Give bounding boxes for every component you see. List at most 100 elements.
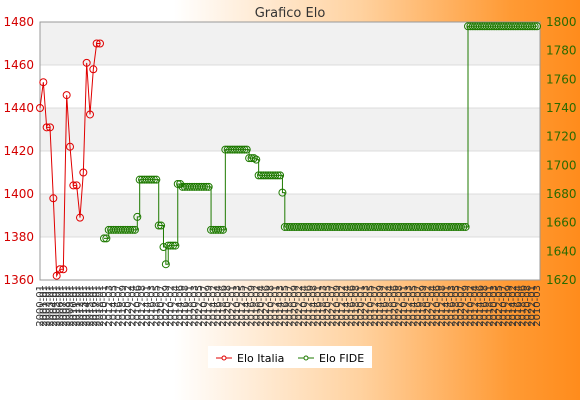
y-right-tick-label: 1620 [546,273,577,287]
data-point-elo-fide [276,171,285,180]
data-point-elo-fide [249,154,258,163]
x-tick-label: 2018-08 [351,285,362,327]
x-tick-label: 2018-01 [95,285,106,327]
legend-dot-elo-italia [221,355,227,361]
x-tick-label: 2016-01 [313,285,324,327]
data-point-elo-fide [130,225,139,234]
data-point-elo-fide [240,145,249,154]
x-tick-label: 2014-01 [82,285,93,327]
x-tick-label: 2016-03 [147,285,158,327]
data-point-elo-fide [252,155,261,164]
plot-border [39,21,541,281]
data-point-elo-fide [273,171,282,180]
chart-title: Grafico Elo [255,6,326,21]
x-tick-label: 2014-09 [375,285,386,327]
data-point-elo-italia [86,110,94,119]
x-tick-label: 2012-08 [137,285,148,327]
x-tick-label: 2004-01 [48,285,59,327]
y-right-tick-label: 1640 [546,244,577,258]
data-point-elo-fide [214,225,223,234]
x-tick-label: 2022-09 [161,285,172,327]
data-point-elo-fide [149,175,158,184]
x-tick-label: 2012-06 [304,285,315,327]
x-tick-label: 2008-01 [62,285,73,327]
x-tick-label: 2010-03 [232,285,243,327]
data-point-elo-italia [66,142,74,151]
data-point-elo-fide [461,222,470,231]
data-point-elo-fide [171,241,180,250]
x-tick-label: 2010-07 [499,285,510,327]
x-tick-label: 2018-01 [484,285,495,327]
data-point-elo-fide [216,225,225,234]
legend-label-elo-italia: Elo Italia [237,352,284,365]
y-left-tick-label: 1480 [3,15,34,29]
x-tick-label: 2014-01 [442,285,453,327]
x-tick-label: 2014-08 [308,285,319,327]
x-tick-label: 2016-05 [280,285,291,327]
x-tick-label: 2022-04 [128,285,139,327]
x-tick-label: 2012-04 [170,285,181,327]
x-tick-label: 2020-01 [356,285,367,327]
x-tick-label: 2020-07 [156,285,167,327]
x-tick-label: 2010-02 [465,285,476,327]
x-tick-label: 2014-05 [109,285,120,327]
data-point-elo-fide [247,154,256,163]
x-tick-label: 2016-07 [113,285,124,327]
x-tick-label: 2016-09 [247,285,258,327]
data-point-elo-fide [126,225,135,234]
data-point-elo-fide [102,234,111,243]
y-left-tick-label: 1460 [3,58,34,72]
x-tick-label: 2022-05 [494,285,505,327]
x-tick-label: 2022-08 [394,285,405,327]
x-tick-label: 2014-07 [242,285,253,327]
x-tick-label: 2022-04 [427,285,438,327]
data-point-elo-italia [56,265,64,274]
x-tick-label: 2016-02 [380,285,391,327]
x-tick-label: 2022-03 [361,285,372,327]
x-tick-label: 2020-09 [289,285,300,327]
data-point-elo-fide [204,182,213,191]
x-tick-label: 2010-08 [266,285,277,327]
data-point-elo-fide [166,241,175,250]
x-tick-label: 2014-06 [475,285,486,327]
x-tick-label: 2000-01 [35,285,46,327]
x-tick-label: 2010-06 [432,285,443,327]
y-right-tick-label: 1740 [546,101,577,115]
data-point-elo-italia [89,65,98,74]
x-tick-label: 2010-01 [399,285,410,327]
data-point-elo-fide [202,182,211,191]
x-tick-label: 2014-01 [142,285,153,327]
data-point-elo-fide [533,22,541,31]
data-point-elo-italia [49,194,58,203]
data-point-elo-italia [96,39,104,48]
x-tick-label: 2017-01 [92,285,103,327]
x-tick-label: 2012-05 [237,285,248,327]
x-tick-label: 2010-04 [299,285,310,327]
x-tick-label: 2018-04 [384,285,395,327]
plot-band [40,22,540,65]
x-tick-label: 2006-01 [55,285,66,327]
x-tick-label: 2022-02 [294,285,305,327]
data-point-elo-fide [528,22,537,31]
data-point-elo-italia [69,181,78,190]
data-point-elo-italia [72,181,81,190]
x-tick-label: 2014-02 [208,285,219,327]
legend-box [208,346,372,368]
legend-label-elo-fide: Elo FIDE [319,352,364,365]
x-tick-label: 2016-08 [480,285,491,327]
x-tick-label: 2016-06 [346,285,357,327]
x-tick-label: 2011-01 [72,285,83,327]
x-tick-label: 2018-05 [151,285,162,327]
x-tick-label: 2009-01 [65,285,76,327]
x-tick-label: 2020-07 [456,285,467,327]
data-point-elo-fide [278,188,287,197]
x-tick-label: 2010-07 [199,285,210,327]
x-tick-label: 2010-01 [68,285,79,327]
x-tick-label: 2010-06 [132,285,143,327]
data-point-elo-italia [42,123,51,132]
x-tick-label: 2022-01 [227,285,238,327]
x-tick-label: 2014-03 [275,285,286,327]
x-tick-label: 2005-01 [52,285,63,327]
x-tick-label: 2012-03 [404,285,415,327]
